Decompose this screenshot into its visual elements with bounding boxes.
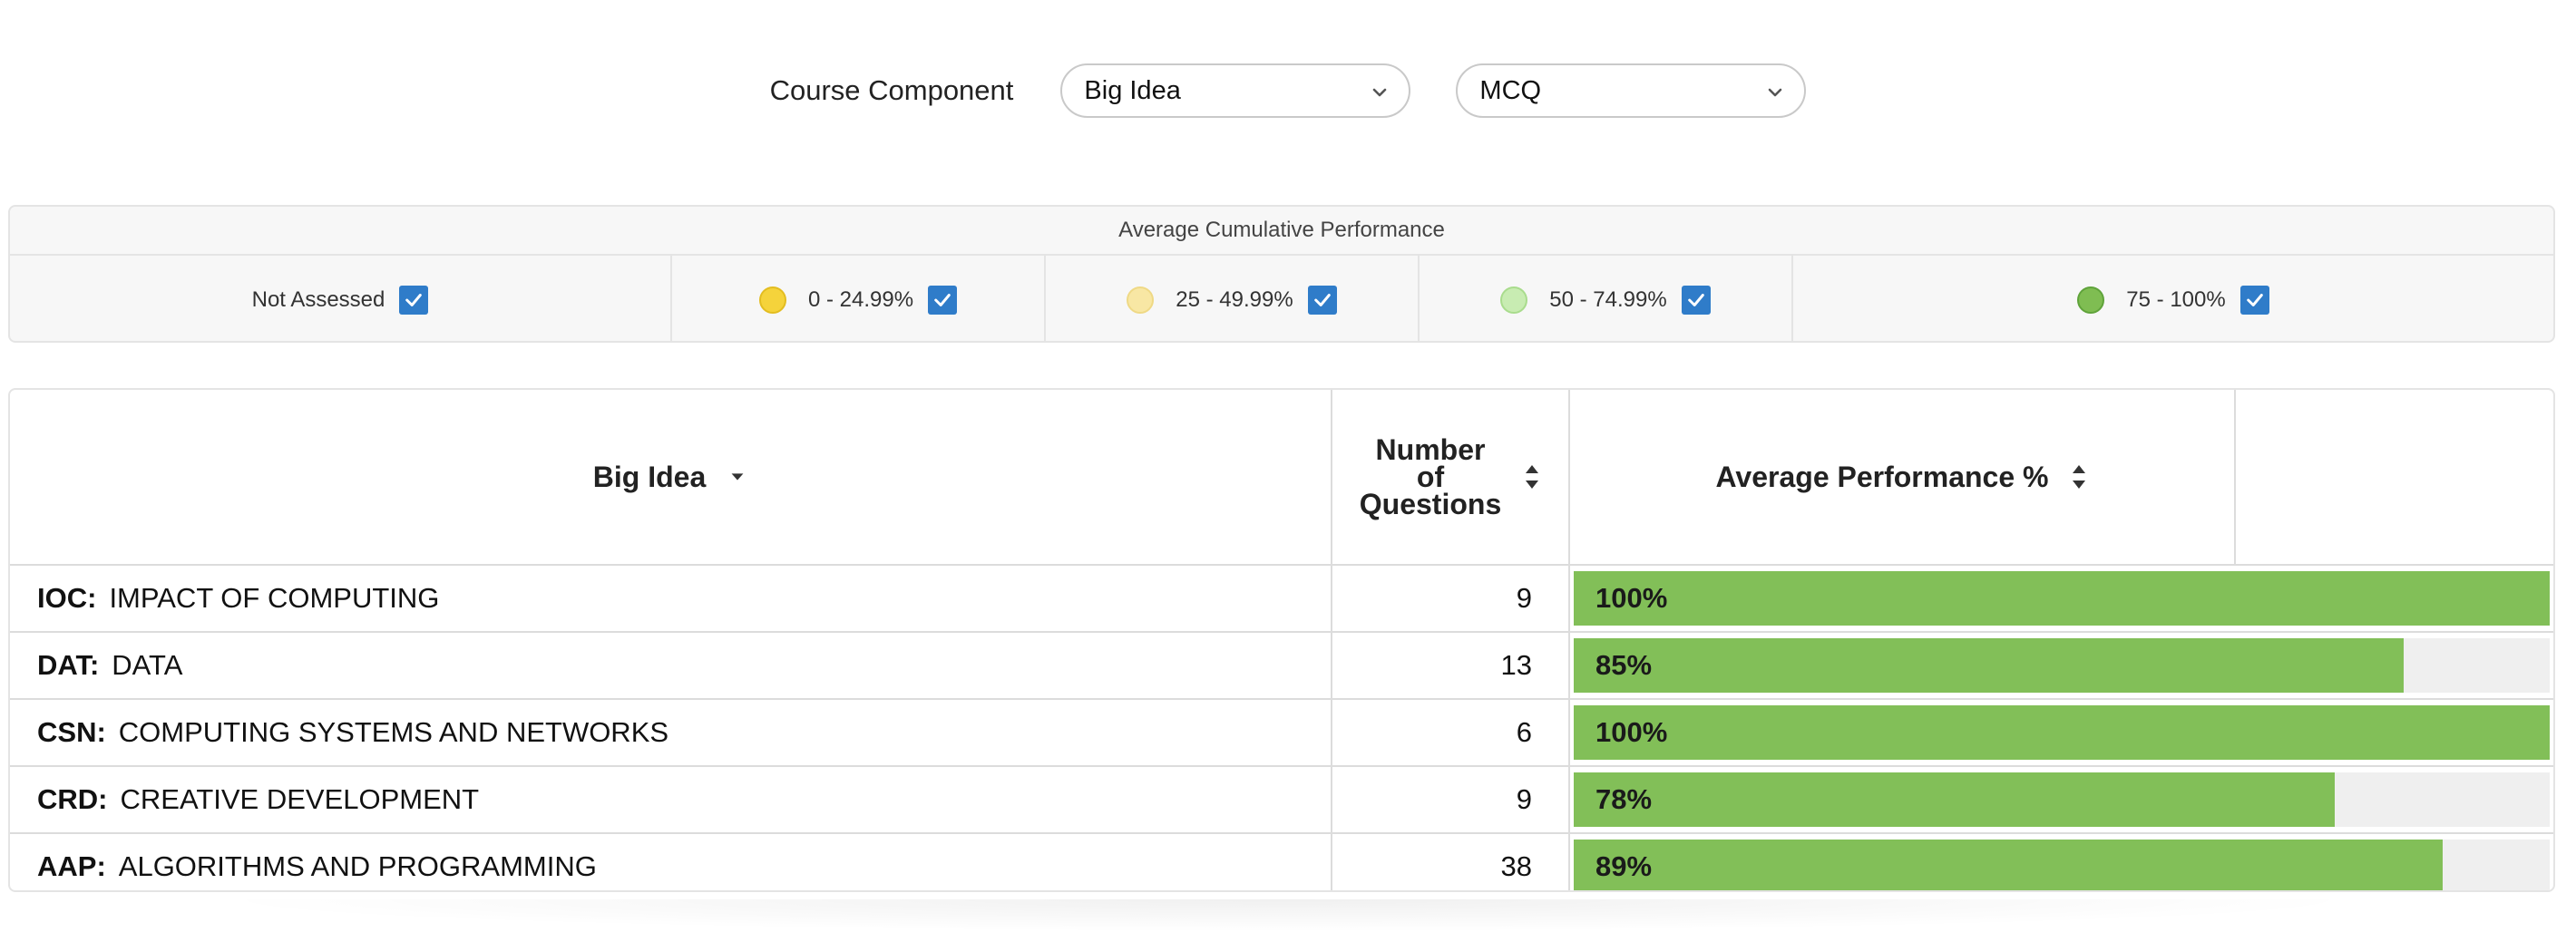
legend-item-not-assessed: Not Assessed [10,256,672,341]
empty-column-header [2236,390,2553,564]
check-icon [934,294,951,306]
question-count-cell: 13 [1332,633,1570,698]
sort-icon[interactable] [2070,461,2088,492]
legend-item-50-74: 50 - 74.99% [1420,256,1793,341]
check-icon [1313,294,1331,306]
big-idea-column-header[interactable]: Big Idea [10,390,1332,564]
legend-row: Not Assessed 0 - 24.99% 25 - 49.99% [10,256,2553,341]
big-idea-code: IOC: [37,582,97,614]
table-row[interactable]: AAP: ALGORITHMS AND PROGRAMMING 38 89% [10,834,2553,890]
big-idea-code: CRD: [37,783,108,815]
big-idea-code: DAT: [37,649,100,681]
header-line: of [1416,461,1445,493]
number-of-questions-column-header[interactable]: Number of Questions [1332,390,1570,564]
table-row[interactable]: IOC: IMPACT OF COMPUTING 9 100% [10,566,2553,633]
light-green-dot-icon [1500,286,1528,314]
performance-cell: 100% [1570,566,2553,631]
question-count-cell: 6 [1332,700,1570,765]
legend-title: Average Cumulative Performance [10,207,2553,256]
question-count-cell: 38 [1332,834,1570,890]
check-icon [2246,294,2263,306]
question-type-select-value: MCQ [1479,75,1542,105]
big-idea-cell: AAP: ALGORITHMS AND PROGRAMMING [10,834,1332,890]
performance-bar: 85% [1574,638,2550,693]
average-performance-column-header[interactable]: Average Performance % [1570,390,2236,564]
table-body: IOC: IMPACT OF COMPUTING 9 100% DAT: DATA … [10,566,2553,890]
question-count-cell: 9 [1332,566,1570,631]
table-row[interactable]: DAT: DATA 13 85% [10,633,2553,700]
big-idea-cell: DAT: DATA [10,633,1332,698]
legend-item-25-49: 25 - 49.99% [1046,256,1420,341]
big-idea-name: COMPUTING SYSTEMS AND NETWORKS [118,716,669,748]
performance-bar: 100% [1574,571,2550,626]
sort-down-icon[interactable] [727,467,747,487]
performance-legend: Average Cumulative Performance Not Asses… [8,205,2555,343]
big-idea-cell: CRD: CREATIVE DEVELOPMENT [10,767,1332,832]
question-count-cell: 9 [1332,767,1570,832]
performance-value: 89% [1595,850,1653,882]
big-idea-code: AAP: [37,850,106,882]
performance-bar: 89% [1574,840,2550,890]
table-row[interactable]: CRD: CREATIVE DEVELOPMENT 9 78% [10,767,2553,834]
footer-shadow [200,899,2376,932]
big-idea-cell: IOC: IMPACT OF COMPUTING [10,566,1332,631]
legend-label: 0 - 24.99% [807,287,914,312]
green-dot-icon [2077,286,2105,314]
performance-bar: 78% [1574,772,2550,827]
average-performance-header-label: Average Performance % [1715,460,2049,493]
big-idea-header-label: Big Idea [592,460,707,493]
range-75-100-checkbox[interactable] [2239,286,2269,315]
legend-item-0-24: 0 - 24.99% [672,256,1046,341]
performance-bar: 100% [1574,705,2550,760]
performance-cell: 100% [1570,700,2553,765]
big-idea-table: Big Idea Number of Questions Average Per… [8,388,2555,892]
big-idea-cell: CSN: COMPUTING SYSTEMS AND NETWORKS [10,700,1332,765]
range-0-24-checkbox[interactable] [928,286,958,315]
legend-label: 25 - 49.99% [1176,287,1293,312]
light-yellow-dot-icon [1127,286,1155,314]
performance-cell: 78% [1570,767,2553,832]
check-icon [1687,294,1704,306]
big-idea-code: CSN: [37,716,106,748]
legend-item-75-100: 75 - 100% [1793,256,2553,341]
filter-bar: Course Component Big Idea MCQ [0,62,2576,120]
table-header: Big Idea Number of Questions Average Per… [10,390,2553,566]
legend-label: Not Assessed [251,287,385,312]
check-icon [405,294,423,306]
performance-bar-fill [1574,772,2336,827]
big-idea-name: DATA [112,649,183,681]
performance-value: 85% [1595,649,1653,681]
header-line: Questions [1359,488,1502,520]
number-of-questions-header-label: Number of Questions [1359,433,1502,520]
chevron-down-icon [1769,88,1782,97]
legend-label: 75 - 100% [2126,287,2226,312]
big-idea-name: CREATIVE DEVELOPMENT [120,783,480,815]
not-assessed-checkbox[interactable] [399,286,429,315]
range-25-49-checkbox[interactable] [1307,286,1337,315]
big-idea-name: ALGORITHMS AND PROGRAMMING [118,850,597,882]
yellow-dot-icon [758,286,786,314]
chevron-down-icon [1373,88,1387,97]
performance-bar-fill [1574,638,2404,693]
course-component-select-value: Big Idea [1084,75,1181,105]
performance-bar-fill [1574,840,2443,890]
course-component-label: Course Component [769,74,1014,106]
table-row[interactable]: CSN: COMPUTING SYSTEMS AND NETWORKS 6 100… [10,700,2553,767]
performance-bar-fill [1574,571,2550,626]
performance-cell: 85% [1570,633,2553,698]
big-idea-name: IMPACT OF COMPUTING [109,582,440,614]
performance-value: 100% [1595,582,1668,614]
performance-cell: 89% [1570,834,2553,890]
performance-value: 100% [1595,716,1668,748]
header-line: Number [1375,433,1486,466]
sort-icon[interactable] [1523,461,1541,492]
performance-bar-fill [1574,705,2550,760]
performance-value: 78% [1595,783,1653,815]
question-type-select[interactable]: MCQ [1456,63,1807,118]
legend-label: 50 - 74.99% [1549,287,1667,312]
range-50-74-checkbox[interactable] [1681,286,1711,315]
course-component-select[interactable]: Big Idea [1060,63,1411,118]
